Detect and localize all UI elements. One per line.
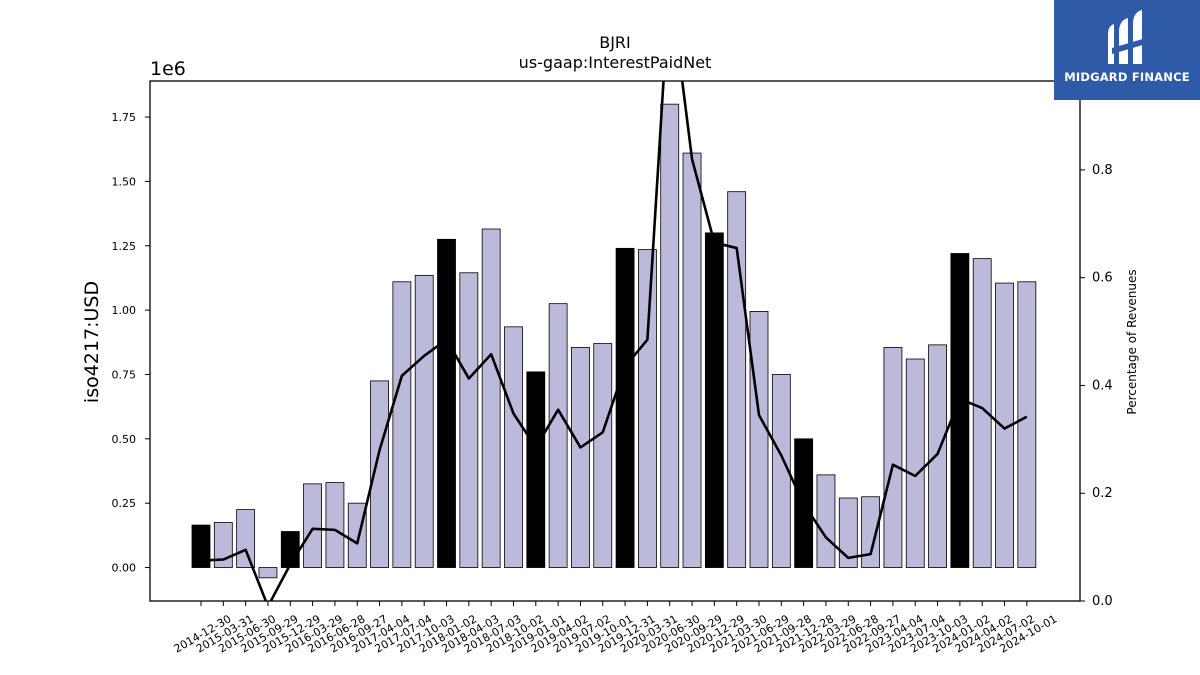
bar — [838, 497, 858, 568]
bar — [481, 228, 501, 568]
plot-area: 0.00 0.25 0.50 0.75 1.00 1.25 1.50 1.75 0.0 0.2 0.… — [112, 80, 1113, 656]
bar — [638, 249, 657, 568]
bar — [861, 496, 880, 568]
bar — [459, 272, 479, 568]
bar — [972, 258, 992, 568]
y-tick-label: 1.00 — [112, 304, 137, 317]
y-axis-multiplier: 1e6 — [150, 58, 186, 80]
y2-tick-label: 0.6 — [1092, 271, 1113, 286]
bar — [905, 358, 925, 568]
bar — [816, 474, 836, 568]
bar — [704, 232, 724, 568]
bar — [258, 567, 278, 579]
bar — [995, 282, 1014, 568]
y-axis-label: iso4217:USD — [81, 281, 103, 403]
bar — [571, 347, 590, 568]
y-tick-label: 0.25 — [112, 497, 137, 510]
y-tick-label: 1.50 — [112, 175, 137, 188]
y2-tick-label: 0.4 — [1092, 378, 1113, 393]
bar — [749, 310, 769, 568]
bar — [526, 371, 546, 568]
bar — [682, 152, 702, 568]
bar — [236, 509, 256, 568]
plot-frame — [149, 80, 1081, 602]
bar — [660, 103, 680, 568]
bar — [504, 326, 523, 568]
y-tick-label: 1.25 — [112, 240, 137, 253]
bar — [548, 303, 568, 568]
bar — [392, 281, 412, 568]
bar — [191, 524, 211, 568]
brand-mark-icon — [1108, 10, 1146, 64]
bar — [414, 274, 434, 568]
y2-tick-label: 0.2 — [1092, 486, 1113, 501]
bar — [615, 247, 635, 568]
y2-tick-label: 0.0 — [1092, 594, 1113, 609]
bar — [883, 347, 903, 568]
bar — [593, 343, 613, 568]
chart-subtitle: us-gaap:InterestPaidNet — [519, 53, 712, 72]
bar — [928, 344, 947, 568]
y-tick-label: 0.00 — [112, 562, 137, 575]
percentage-line — [200, 81, 1028, 601]
bar — [771, 374, 791, 568]
bar — [950, 253, 970, 568]
y-tick-label: 1.75 — [112, 111, 137, 124]
bar — [437, 238, 456, 568]
chart-title: BJRI — [599, 33, 631, 52]
brand-name: MIDGARD FINANCE — [1064, 70, 1190, 84]
y2-axis-label: Percentage of Revenues — [1125, 269, 1139, 414]
y-tick-label: 0.75 — [112, 368, 137, 381]
bar — [303, 483, 323, 568]
y2-tick-label: 0.8 — [1092, 163, 1113, 178]
y-tick-label: 0.50 — [112, 433, 137, 446]
brand-logo: MIDGARD FINANCE — [1054, 0, 1200, 100]
bar — [325, 482, 345, 568]
bar — [370, 380, 389, 568]
bar — [1017, 281, 1037, 568]
